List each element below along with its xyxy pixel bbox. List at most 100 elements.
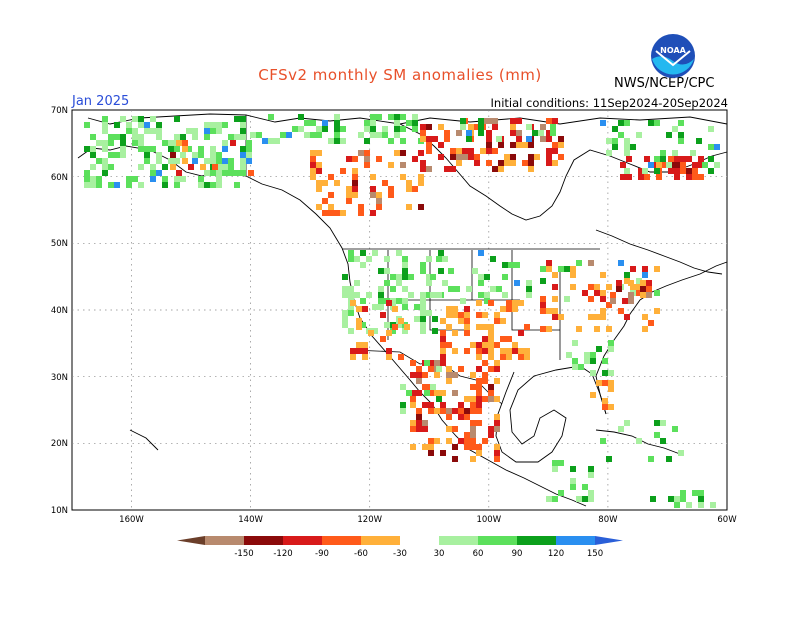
anomaly-cell xyxy=(426,142,432,148)
anomaly-cell xyxy=(450,166,456,172)
anomaly-cell xyxy=(608,346,614,352)
anomaly-cell xyxy=(400,126,406,132)
anomaly-cell xyxy=(494,420,500,426)
anomaly-cell xyxy=(680,168,686,174)
anomaly-cell xyxy=(624,420,630,426)
anomaly-cell xyxy=(352,180,358,186)
anomaly-cell xyxy=(576,496,582,502)
anomaly-cell xyxy=(390,286,396,292)
anomaly-cell xyxy=(500,306,506,312)
anomaly-cell xyxy=(162,140,168,146)
anomaly-cell xyxy=(400,150,406,156)
anomaly-cell xyxy=(476,450,482,456)
anomaly-cell xyxy=(424,360,430,366)
anomaly-cell xyxy=(334,138,340,144)
anomaly-cell xyxy=(570,272,576,278)
anomaly-cell xyxy=(478,280,484,286)
anomaly-cell xyxy=(552,314,558,320)
anomaly-cell xyxy=(362,342,368,348)
anomaly-cell xyxy=(630,284,636,290)
anomaly-cell xyxy=(484,274,490,280)
anomaly-cell xyxy=(420,304,426,310)
anomaly-cell xyxy=(292,126,298,132)
anomaly-cell xyxy=(654,120,660,126)
anomaly-cell xyxy=(474,154,480,160)
anomaly-cell xyxy=(464,324,470,330)
anomaly-cell xyxy=(678,120,684,126)
anomaly-cell xyxy=(482,372,488,378)
anomaly-cell xyxy=(616,280,622,286)
anomaly-cell xyxy=(192,152,198,158)
anomaly-cell xyxy=(624,120,630,126)
anomaly-cell xyxy=(450,154,456,160)
anomaly-cell xyxy=(402,286,408,292)
anomaly-cell xyxy=(464,414,470,420)
anomaly-cell xyxy=(654,156,660,162)
anomaly-cell xyxy=(84,122,90,128)
anomaly-cell xyxy=(540,266,546,272)
anomaly-cell xyxy=(400,384,406,390)
anomaly-cell xyxy=(228,158,234,164)
anomaly-cell xyxy=(490,286,496,292)
anomaly-cell xyxy=(550,124,556,130)
lon-label: 80W xyxy=(598,515,618,525)
anomaly-cell xyxy=(674,496,680,502)
anomaly-cell xyxy=(410,372,416,378)
anomaly-cell xyxy=(368,330,374,336)
anomaly-cell xyxy=(558,154,564,160)
anomaly-cell xyxy=(496,286,502,292)
anomaly-cell xyxy=(246,140,252,146)
anomaly-cell xyxy=(402,256,408,262)
anomaly-cell xyxy=(672,126,678,132)
anomaly-cell xyxy=(358,210,364,216)
anomaly-cell xyxy=(418,174,424,180)
anomaly-cell xyxy=(698,490,704,496)
anomaly-cell xyxy=(482,342,488,348)
anomaly-cell xyxy=(470,444,476,450)
anomaly-cell xyxy=(532,130,538,136)
anomaly-cell xyxy=(438,250,444,256)
anomaly-cell xyxy=(510,118,516,124)
anomaly-cell xyxy=(396,280,402,286)
anomaly-cell xyxy=(340,138,346,144)
anomaly-cell xyxy=(144,122,150,128)
lon-labels: 160W 140W 120W 100W 80W 60W xyxy=(119,515,737,525)
anomaly-cell xyxy=(490,256,496,262)
anomaly-cell xyxy=(446,342,452,348)
anomaly-cell xyxy=(642,168,648,174)
anomaly-cell xyxy=(210,128,216,134)
anomaly-cell xyxy=(636,290,642,296)
anomaly-cell xyxy=(456,160,462,166)
anomaly-cell xyxy=(402,274,408,280)
anomaly-cell xyxy=(366,292,372,298)
anomaly-cell xyxy=(488,390,494,396)
anomaly-cell xyxy=(440,336,446,342)
anomaly-cell xyxy=(618,308,624,314)
anomaly-cell xyxy=(376,198,382,204)
anomaly-cell xyxy=(502,274,508,280)
anomaly-cell xyxy=(600,290,606,296)
anomaly-cell xyxy=(444,136,450,142)
anomaly-cell xyxy=(304,120,310,126)
anomaly-cell xyxy=(546,496,552,502)
anomaly-cell xyxy=(410,426,416,432)
anomaly-cell xyxy=(174,134,180,140)
anomaly-cell xyxy=(488,348,494,354)
anomaly-cell xyxy=(240,158,246,164)
graticule xyxy=(72,110,727,510)
anomaly-cell xyxy=(108,182,114,188)
anomaly-cell xyxy=(388,162,394,168)
anomaly-cell xyxy=(708,168,714,174)
anomaly-cell xyxy=(588,490,594,496)
anomaly-cell xyxy=(102,158,108,164)
anomaly-cell xyxy=(602,370,608,376)
anomaly-cell xyxy=(132,176,138,182)
anomaly-cell xyxy=(486,160,492,166)
anomaly-cell xyxy=(624,168,630,174)
anomaly-cell xyxy=(624,278,630,284)
anomaly-cell xyxy=(524,348,530,354)
anomaly-cell xyxy=(396,298,402,304)
anomaly-cell xyxy=(96,176,102,182)
lat-label: 50N xyxy=(51,239,68,249)
anomaly-cell xyxy=(690,150,696,156)
